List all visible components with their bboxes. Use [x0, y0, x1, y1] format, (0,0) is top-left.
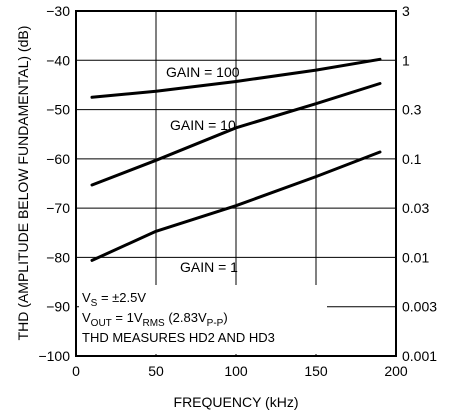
x-tick-label: 150 — [304, 363, 328, 379]
y-tick-label: −80 — [46, 249, 70, 265]
x-tick-label: 0 — [72, 363, 80, 379]
y-tick-label: −60 — [46, 151, 70, 167]
y2-tick-label: 0.1 — [402, 151, 422, 167]
y2-tick-label: 0.03 — [402, 200, 429, 216]
x-tick-label: 50 — [148, 363, 164, 379]
annotation-thd-measures: THD MEASURES HD2 AND HD3 — [82, 330, 275, 345]
y-axis-label: THD (AMPLITUDE BELOW FUNDAMENTAL) (dB) — [15, 26, 31, 341]
y-tick-label: −90 — [46, 299, 70, 315]
series-label-gain-1: GAIN = 1 — [180, 259, 238, 275]
x-axis-label: FREQUENCY (kHz) — [174, 394, 299, 410]
y2-tick-label: 0.01 — [402, 249, 429, 265]
y2-tick-label: 0.001 — [402, 348, 437, 364]
y-tick-label: −40 — [46, 52, 70, 68]
y-tick-label: −70 — [46, 200, 70, 216]
x-tick-label: 100 — [224, 363, 248, 379]
x-tick-label: 200 — [384, 363, 408, 379]
y2-tick-label: 3 — [402, 3, 410, 19]
y-tick-label: −30 — [46, 3, 70, 19]
y2-tick-label: 0.3 — [402, 102, 422, 118]
y-tick-label: −50 — [46, 102, 70, 118]
y2-tick-label: 0.003 — [402, 299, 437, 315]
y-tick-label: −100 — [38, 348, 70, 364]
series-label-gain-100: GAIN = 100 — [166, 64, 240, 80]
y2-tick-label: 1 — [402, 52, 410, 68]
series-label-gain-10: GAIN = 10 — [170, 117, 236, 133]
